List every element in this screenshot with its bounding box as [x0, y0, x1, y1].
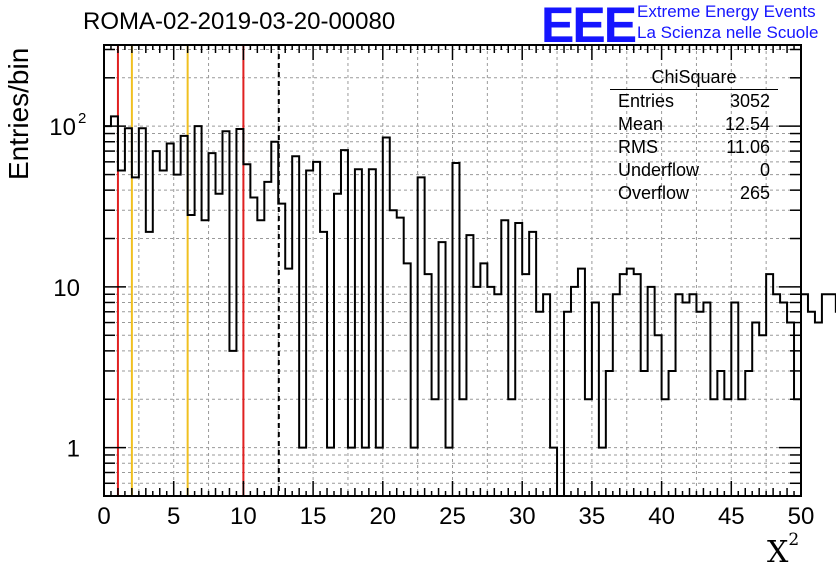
y-tick-label-exponent: 2 [78, 110, 86, 127]
stats-label: Overflow [618, 183, 690, 203]
x-tick-label: 30 [509, 503, 536, 530]
stats-value: 265 [739, 183, 770, 203]
stats-box: ChiSquare Entries 3052 Mean 12.54 RMS 11.06… [610, 66, 778, 205]
x-tick-label: 25 [439, 503, 466, 530]
x-tick-label: 45 [718, 503, 745, 530]
logo-line-1: Extreme Energy Events [637, 2, 816, 21]
stats-value: 3052 [729, 91, 770, 111]
x-tick-label: 35 [579, 503, 606, 530]
x-axis-label-base: X [767, 535, 789, 570]
stats-label: Mean [618, 114, 664, 134]
stats-value: 0 [759, 160, 770, 180]
stats-row: RMS 11.06 [610, 136, 778, 159]
logo-line-2: La Scienza nelle Scuole [637, 23, 819, 42]
stats-label: RMS [618, 137, 658, 157]
x-tick-label: 15 [300, 503, 327, 530]
chart-title: ROMA-02-2019-03-20-00080 [83, 8, 396, 35]
stats-row: Overflow 265 [610, 182, 778, 205]
y-tick-label: 10 [49, 114, 76, 141]
x-tick-label: 0 [97, 503, 110, 530]
reference-lines [116, 45, 280, 496]
stats-value: 12.54 [724, 114, 770, 134]
x-tick-label: 10 [230, 503, 257, 530]
x-axis-label-sup: 2 [788, 530, 800, 550]
y-axis-label: Entries/bin [3, 47, 34, 180]
x-tick-labels: 0 5 10 15 20 25 30 35 40 45 50 [97, 503, 814, 530]
y-tick-label: 10 [53, 275, 80, 302]
stats-label: Entries [618, 91, 675, 111]
stats-label: Underflow [618, 160, 700, 180]
histogram-line [104, 115, 836, 497]
axis-ticks [103, 45, 802, 497]
x-tick-label: 5 [167, 503, 180, 530]
x-tick-label: 50 [788, 503, 815, 530]
stats-row: Underflow 0 [610, 159, 778, 182]
x-tick-label: 20 [369, 503, 396, 530]
y-tick-label: 1 [67, 436, 80, 463]
x-axis-label: X2 [767, 530, 799, 570]
stats-row: Entries 3052 [610, 90, 778, 113]
stats-row: Mean 12.54 [610, 113, 778, 136]
stats-value: 11.06 [726, 137, 770, 157]
stats-title: ChiSquare [610, 66, 778, 90]
eee-logo: EEE [541, 0, 637, 53]
x-tick-label: 40 [648, 503, 675, 530]
